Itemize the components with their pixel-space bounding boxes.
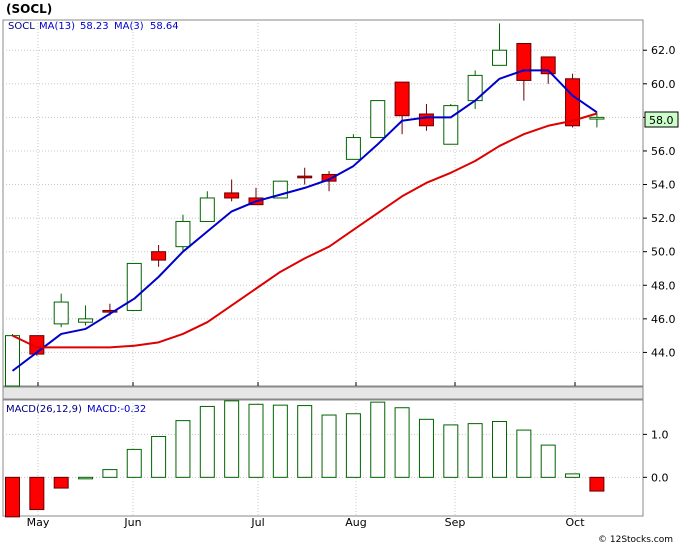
macd-bars (5, 400, 605, 518)
panel-separator (2, 386, 644, 400)
macd-bar-positive (224, 400, 240, 478)
macd-bar-positive (540, 444, 556, 478)
price-y-tick-label: 48.0 (651, 279, 676, 292)
macd-legend: MACD(26,12,9) MACD:-0.32 (6, 404, 146, 415)
macd-bar-positive (175, 420, 191, 478)
macd-bar-positive (370, 401, 386, 478)
candle-up (5, 335, 20, 387)
candle-up (345, 137, 361, 160)
legend-ma3-value: 58.64 (150, 21, 179, 32)
macd-bar-positive (321, 414, 337, 478)
candle-down (321, 173, 337, 182)
candle-up (370, 100, 386, 139)
last-price-tag-label: 58.0 (649, 114, 674, 127)
macd-y-tick-label: 1.0 (651, 428, 669, 441)
macd-bar-positive (248, 403, 264, 478)
candle-down (516, 43, 532, 81)
candle-up (175, 220, 191, 248)
macd-bar-positive (126, 448, 142, 478)
candle-up (126, 262, 142, 311)
candle-down (151, 251, 167, 261)
chart-title: (SOCL) (6, 2, 52, 16)
macd-bar-positive (199, 405, 215, 478)
legend-ma13-label: MA(13) (39, 21, 75, 32)
price-y-tick-label: 56.0 (651, 145, 676, 158)
macd-bar-negative (5, 476, 20, 518)
macd-bar-positive (443, 424, 459, 478)
macd-bar-negative (53, 476, 69, 489)
macd-x-axis: May Jun Jul Aug Sep Oct (27, 516, 586, 529)
macd-y-axis: 0.0 1.0 (643, 428, 669, 484)
price-y-tick-label: 46.0 (651, 313, 676, 326)
candle-up (492, 49, 507, 66)
candle-up (78, 318, 94, 323)
price-y-axis: 44.0 46.0 48.0 50.0 52.0 54.0 56.0 58.0 60.0 62.0 (643, 44, 676, 359)
price-y-tick-label: 52.0 (651, 212, 676, 225)
candle-down (394, 81, 410, 117)
price-y-tick-label: 60.0 (651, 78, 676, 91)
macd-bar-positive (565, 473, 581, 478)
moving-averages (11, 69, 598, 372)
last-price-tag-box (644, 111, 679, 128)
series-line-ma3 (12, 112, 598, 349)
price-legend: SOCL MA(13) 58.23 MA(3) 58.64 (8, 21, 179, 32)
macd-bar-positive (492, 420, 507, 478)
macd-panel: 0.0 1.0 May Jun Jul Aug Sep Oct MACD(26,12,9) … (2, 399, 669, 529)
candle-down (102, 309, 118, 313)
candle-up (199, 197, 215, 222)
macd-bar-positive (272, 404, 288, 478)
price-y-tick-label: 50.0 (651, 246, 676, 259)
macd-legend-value: MACD:-0.32 (87, 404, 146, 415)
candle-up (53, 301, 69, 325)
candle-down (224, 192, 240, 199)
macd-x-tick-label: May (27, 516, 50, 529)
macd-bar-positive (467, 423, 483, 478)
last-price-tag: 58.0 (644, 111, 679, 128)
macd-legend-label: MACD(26,12,9) (6, 404, 82, 415)
macd-bar-positive (78, 476, 94, 480)
macd-y-tick-label: 0.0 (651, 471, 669, 484)
legend-symbol: SOCL (8, 21, 35, 32)
macd-bar-positive (516, 429, 532, 478)
candle-up (443, 105, 459, 145)
price-y-tick-label: 54.0 (651, 179, 676, 192)
series-line-ma13 (11, 69, 598, 372)
price-plot-area (2, 19, 644, 387)
macd-bar-positive (345, 413, 361, 478)
macd-x-tick-label: Jul (250, 516, 264, 529)
macd-x-tick-label: Jun (123, 516, 141, 529)
macd-x-tick-label: Aug (345, 516, 366, 529)
macd-bar-positive (394, 407, 410, 478)
legend-ma13-value: 58.23 (80, 21, 109, 32)
macd-bar-positive (151, 436, 167, 478)
macd-bar-positive (297, 405, 313, 478)
macd-bar-positive (418, 418, 434, 478)
candle-down (418, 113, 434, 127)
macd-bar-positive (102, 469, 118, 478)
macd-x-tick-label: Sep (445, 516, 466, 529)
price-panel: 44.0 46.0 48.0 50.0 52.0 54.0 56.0 58.0 60.0 62.0… (2, 2, 679, 401)
legend-ma3-label: MA(3) (114, 21, 144, 32)
candle-up (589, 116, 605, 120)
macd-bar-negative (29, 476, 45, 511)
price-y-tick-label: 62.0 (651, 44, 676, 57)
copyright-text: © 12Stocks.com (598, 535, 673, 545)
candle-down (297, 175, 313, 179)
macd-x-tick-label: Oct (565, 516, 585, 529)
macd-bar-negative (589, 476, 605, 492)
price-y-tick-label: 44.0 (651, 346, 676, 359)
